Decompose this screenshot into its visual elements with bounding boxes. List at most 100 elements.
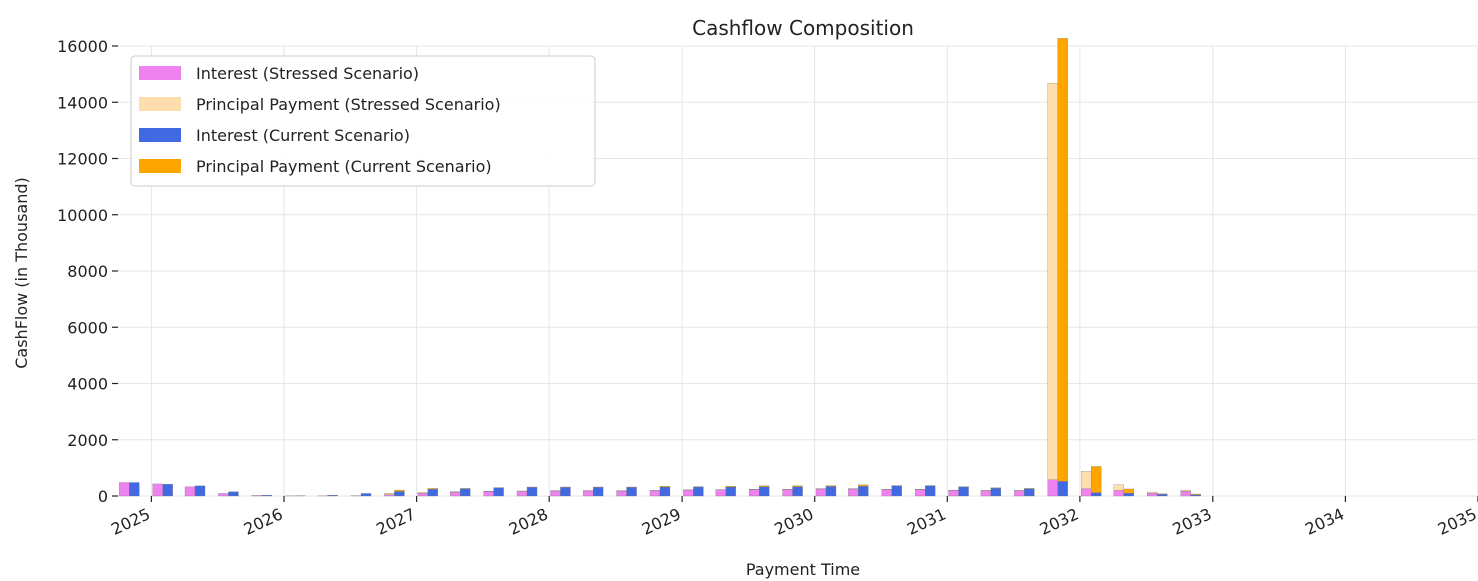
bar-interest-current-18 — [725, 486, 736, 497]
bar-principal-stressed-8 — [384, 493, 395, 495]
bar-interest-stressed-4 — [251, 495, 262, 497]
y-tick-label: 4000 — [67, 375, 108, 394]
bar-principal-current-29 — [1090, 466, 1102, 493]
bar-interest-current-14 — [592, 487, 604, 497]
bar-principal-stressed-31 — [1147, 491, 1158, 494]
bar-interest-stressed-30 — [1113, 490, 1124, 497]
bar-principal-current-19 — [758, 485, 770, 487]
bar-interest-stressed-18 — [715, 489, 726, 497]
x-axis-title: Payment Time — [746, 560, 860, 579]
x-tick-label: 2027 — [373, 504, 418, 538]
bar-interest-current-11 — [493, 487, 504, 497]
bar-interest-stressed-9 — [417, 493, 429, 497]
bar-interest-current-8 — [394, 491, 405, 497]
bar-interest-stressed-32 — [1180, 491, 1191, 497]
legend-swatch-interest-current — [139, 128, 181, 142]
bar-interest-stressed-25 — [948, 490, 959, 497]
bar-interest-current-20 — [792, 486, 803, 497]
bar-interest-current-12 — [526, 487, 538, 497]
bar-principal-current-21 — [825, 485, 837, 487]
x-tick-label: 2031 — [904, 504, 949, 538]
bar-interest-current-1 — [162, 484, 173, 497]
bar-interest-stressed-21 — [815, 488, 827, 497]
bar-interest-stressed-17 — [683, 489, 694, 497]
bar-principal-current-8 — [394, 489, 405, 492]
bar-interest-stressed-15 — [616, 490, 627, 497]
bar-interest-current-24 — [924, 485, 936, 497]
y-axis-title: CashFlow (in Thousand) — [12, 177, 31, 369]
bar-interest-current-2 — [194, 485, 206, 497]
bar-interest-current-7 — [360, 493, 372, 497]
bar-principal-stressed-9 — [417, 492, 429, 494]
bar-interest-stressed-1 — [152, 483, 163, 497]
legend-swatch-interest-stressed — [139, 66, 181, 80]
y-tick-label: 12000 — [57, 150, 108, 169]
bar-principal-current-20 — [792, 485, 803, 487]
legend-label-interest-current: Interest (Current Scenario) — [196, 126, 410, 145]
bar-principal-current-31 — [1157, 493, 1168, 495]
bar-interest-current-16 — [659, 486, 671, 497]
bar-interest-stressed-0 — [119, 482, 130, 497]
bar-interest-current-19 — [758, 486, 770, 497]
bar-interest-stressed-20 — [782, 489, 793, 497]
bar-principal-current-18 — [725, 486, 736, 488]
bar-principal-current-22 — [858, 484, 869, 487]
bar-interest-current-10 — [460, 488, 471, 497]
bar-principal-current-28 — [1057, 38, 1068, 482]
legend-swatch-principal-current — [139, 159, 181, 173]
bar-interest-stressed-19 — [748, 489, 760, 497]
legend: Interest (Stressed Scenario) Principal P… — [130, 55, 596, 187]
bar-interest-stressed-8 — [384, 494, 395, 497]
bar-interest-current-17 — [693, 486, 704, 497]
bar-interest-stressed-12 — [516, 491, 528, 497]
bar-interest-stressed-10 — [450, 491, 461, 497]
legend-label-interest-stressed: Interest (Stressed Scenario) — [196, 64, 419, 83]
bar-principal-stressed-32 — [1180, 489, 1191, 492]
bar-principal-stressed-30 — [1113, 484, 1124, 491]
bar-interest-stressed-14 — [582, 490, 594, 497]
bar-interest-stressed-22 — [848, 488, 859, 497]
bar-interest-current-27 — [1024, 488, 1035, 497]
bar-interest-current-13 — [560, 487, 571, 497]
bar-principal-current-9 — [427, 488, 439, 490]
bar-interest-stressed-29 — [1080, 488, 1092, 497]
bar-principal-stressed-10 — [450, 491, 461, 493]
bar-interest-current-15 — [626, 487, 637, 497]
bar-interest-stressed-13 — [550, 490, 561, 497]
bar-principal-current-30 — [1123, 488, 1134, 494]
x-tick-label: 2025 — [108, 504, 153, 538]
y-tick-label: 6000 — [67, 318, 108, 337]
bar-interest-stressed-16 — [649, 490, 661, 497]
bar-principal-stressed-28 — [1047, 82, 1058, 480]
bars-layer — [119, 38, 1201, 497]
bar-interest-current-29 — [1090, 492, 1102, 497]
chart-title: Cashflow Composition — [692, 16, 914, 40]
y-tick-label: 10000 — [57, 206, 108, 225]
bar-interest-current-21 — [825, 486, 837, 497]
y-tick-label: 14000 — [57, 93, 108, 112]
bar-interest-stressed-3 — [218, 493, 229, 497]
bar-interest-current-23 — [891, 485, 902, 497]
bar-interest-stressed-27 — [1014, 490, 1025, 497]
x-tick-label: 2030 — [771, 504, 816, 538]
bar-interest-stressed-2 — [184, 486, 196, 497]
x-tick-label: 2029 — [639, 504, 684, 538]
bar-interest-current-9 — [427, 489, 439, 497]
x-tick-label: 2034 — [1302, 504, 1347, 538]
bar-interest-stressed-23 — [881, 489, 892, 497]
x-tick-label: 2026 — [241, 504, 286, 538]
legend-frame — [130, 55, 596, 187]
y-tick-label: 0 — [98, 487, 108, 506]
bar-interest-current-32 — [1190, 494, 1201, 497]
y-tick-label: 16000 — [57, 37, 108, 56]
legend-label-principal-current: Principal Payment (Current Scenario) — [196, 157, 492, 176]
bar-principal-current-32 — [1190, 493, 1201, 496]
x-tick-label: 2028 — [506, 504, 551, 538]
bar-principal-stressed-29 — [1080, 471, 1092, 489]
legend-label-principal-stressed: Principal Payment (Stressed Scenario) — [196, 95, 501, 114]
bar-interest-current-22 — [858, 486, 869, 497]
y-tick-label: 8000 — [67, 262, 108, 281]
bar-interest-stressed-31 — [1147, 493, 1158, 497]
